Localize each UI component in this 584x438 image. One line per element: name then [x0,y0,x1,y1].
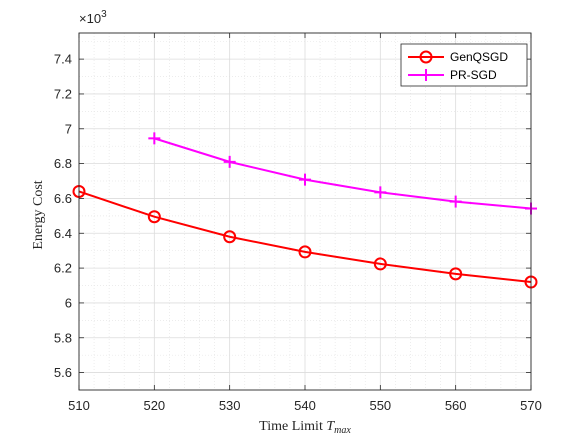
legend-marker-prsgd [420,69,432,81]
y-tick-label: 7.2 [54,86,72,101]
x-axis-label-var: T [326,419,335,434]
legend: GenQSGD PR-SGD [400,43,528,87]
grid [78,33,532,390]
y-tick-label: 6.8 [54,156,72,171]
x-tick-label: 570 [520,398,542,413]
data-point-genqsgd [298,245,312,259]
series-line-genqsgd [78,190,532,284]
data-point-pr-sgd [148,132,161,145]
x-axis-label: Time Limit Tmax [259,419,351,436]
data-point-pr-sgd [223,155,236,168]
legend-label-prsgd: PR-SGD [450,68,497,82]
legend-marker-genqsgd [419,50,433,64]
y-tick-label: 5.8 [54,330,72,345]
data-point-pr-sgd [299,173,311,186]
y-tick-label: 6.2 [54,261,72,276]
y-multiplier-base: ×10 [79,11,101,26]
data-point-genqsgd [449,267,463,281]
y-multiplier: ×103 [79,9,107,26]
data-point-genqsgd [373,257,387,271]
legend-box [400,43,528,87]
series-layer [72,132,538,289]
x-tick-label: 540 [294,398,316,413]
y-tick-label: 6 [65,295,72,310]
y-tick-label: 5.6 [54,365,72,380]
tick-labels: 510 520 530 540 550 560 570 5.6 5.8 6 6.2 6.4 6.6 6.8… [54,52,542,413]
x-tick-label: 530 [219,398,241,413]
data-point-pr-sgd [374,186,387,199]
y-tick-label: 7.4 [54,52,72,67]
x-axis-label-text: Time Limit [259,419,326,434]
data-point-pr-sgd [449,195,462,208]
legend-label-genqsgd: GenQSGD [450,50,508,64]
x-tick-label: 550 [369,398,391,413]
x-tick-label: 510 [68,398,90,413]
y-multiplier-exp: 3 [101,9,107,20]
x-tick-label: 560 [445,398,467,413]
x-tick-label: 520 [143,398,165,413]
data-point-genqsgd [223,230,237,244]
series-line-pr-sgd [154,137,532,210]
y-tick-label: 6.4 [54,226,72,241]
y-axis-label: Energy Cost [31,180,46,249]
y-tick-label: 6.6 [54,191,72,206]
x-axis-label-sub: max [334,425,351,436]
data-point-genqsgd [147,210,161,224]
axes [78,32,532,391]
y-tick-label: 7 [65,121,72,136]
